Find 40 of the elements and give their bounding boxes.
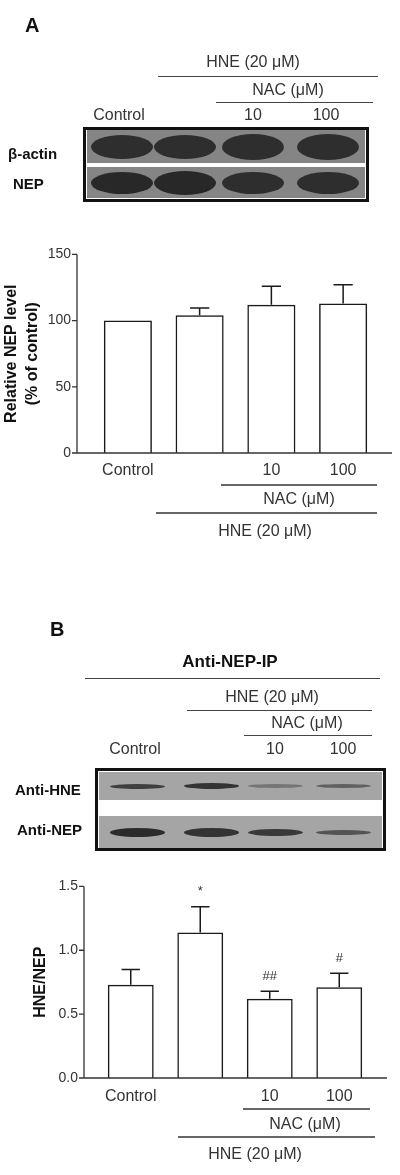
chart-title: B	[50, 617, 65, 641]
category-label: 10	[266, 740, 284, 757]
chart-subtitle: Anti-NEP-IP	[182, 652, 278, 672]
y-tick-label: 0.0	[58, 1068, 79, 1085]
text: HNE (20 μM)	[206, 53, 300, 70]
data-label: ##	[262, 967, 278, 983]
category-label: Control	[109, 740, 161, 757]
y-tick-label: 100	[47, 311, 72, 328]
y-tick-label: 1.0	[58, 941, 79, 958]
y-tick-label: 1.5	[58, 877, 79, 894]
x-tick-label: Control	[102, 461, 154, 479]
text: NAC (μM)	[252, 81, 324, 98]
category-label: 100	[329, 740, 357, 757]
category-label: 100	[312, 106, 340, 123]
y-axis-title: HNE/NEP	[30, 946, 48, 1018]
y-tick-label: 150	[47, 245, 72, 262]
x-tick-label: 10	[260, 1087, 279, 1105]
text: NAC (μM)	[269, 1115, 341, 1133]
text: NEP	[13, 174, 44, 192]
text: NAC (μM)	[271, 714, 343, 731]
y-axis-title: Relative NEP level (% of control)	[1, 284, 40, 423]
text: β-actin	[8, 144, 58, 162]
chart-title: A	[25, 13, 40, 37]
x-tick-label: 100	[329, 461, 357, 479]
text: HNE (20 μM)	[225, 688, 319, 705]
y-tick-label: 0.5	[58, 1004, 79, 1021]
x-tick-label: Control	[104, 1087, 157, 1105]
data-label: #	[335, 949, 344, 965]
text: Anti-NEP	[17, 820, 82, 838]
text: Anti-HNE	[15, 780, 81, 798]
category-label: Control	[93, 106, 145, 123]
text: NAC (μM)	[263, 490, 335, 508]
text: HNE (20 μM)	[218, 522, 312, 540]
y-tick-label: 50	[55, 377, 72, 394]
y-tick-label: 0	[63, 443, 72, 460]
x-tick-label: 100	[325, 1087, 353, 1105]
category-label: 10	[244, 106, 262, 123]
text: HNE (20 μM)	[208, 1145, 302, 1163]
data-label: *	[197, 883, 203, 899]
x-tick-label: 10	[262, 461, 281, 479]
